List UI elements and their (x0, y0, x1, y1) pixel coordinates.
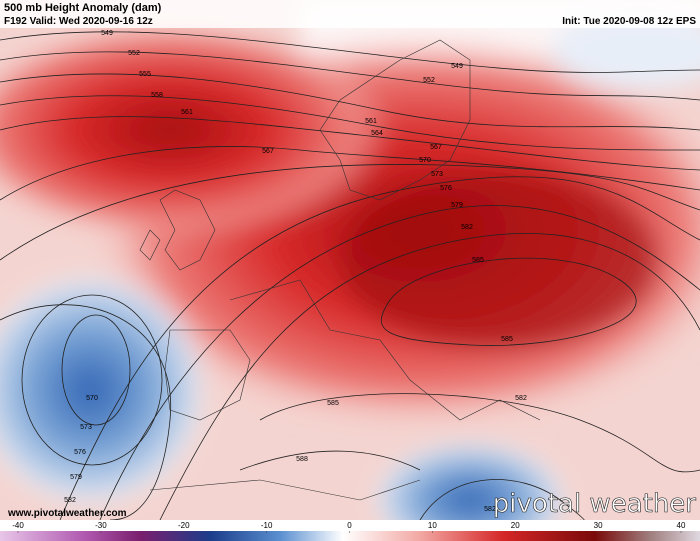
contour-label: 555 (139, 71, 151, 78)
contour-label: 582 (64, 497, 76, 504)
contour-label: 582 (484, 506, 496, 513)
contour-label: 567 (262, 148, 274, 155)
colorbar-tick-label: 40 (677, 521, 686, 530)
contour-label: 549 (101, 30, 113, 37)
colorbar-tick-label: 0 (347, 521, 352, 530)
colorbar-tick-label: -20 (178, 521, 190, 530)
contour-label: 561 (181, 109, 193, 116)
contour-label: 579 (451, 202, 463, 209)
height-contours (0, 31, 700, 522)
website: www.pivotalweather.com (7, 508, 127, 519)
colorbar (0, 531, 700, 541)
colorbar-tick-label: 30 (594, 521, 603, 530)
contour-label: 570 (419, 157, 431, 164)
contour-label: 558 (151, 92, 163, 99)
contour-label: 585 (472, 257, 484, 264)
contour-label: 573 (431, 171, 443, 178)
contour-label: 582 (515, 395, 527, 402)
contour-label: 585 (327, 400, 339, 407)
contour-label: 570 (86, 395, 98, 402)
valid-time: F192 Valid: Wed 2020-09-16 12z (4, 16, 153, 27)
contour-label: 561 (365, 118, 377, 125)
contour-label: 576 (74, 449, 86, 456)
colorbar-tick-label: 20 (511, 521, 520, 530)
colorbar-tick-label: -30 (95, 521, 107, 530)
colorbar-tick-label: -10 (261, 521, 273, 530)
contour-label: 564 (371, 130, 383, 137)
contour-label: 588 (296, 456, 308, 463)
contour-label: 585 (501, 336, 513, 343)
map-title: 500 mb Height Anomaly (dam) (4, 2, 162, 14)
contour-label: 582 (461, 224, 473, 231)
contour-label: 552 (128, 50, 140, 57)
contour-label: 552 (423, 77, 435, 84)
contour-label: 573 (80, 424, 92, 431)
logo: pivotal weather (493, 489, 696, 519)
header-band (0, 0, 700, 28)
colorbar-tick-label: 10 (428, 521, 437, 530)
contour-label: 579 (70, 474, 82, 481)
contour-label: 567 (430, 144, 442, 151)
init-time: Init: Tue 2020-09-08 12z EPS (562, 16, 696, 27)
colorbar-tick-label: -40 (12, 521, 24, 530)
contour-label: 549 (451, 63, 463, 70)
contour-label: 576 (440, 185, 452, 192)
coastlines (139, 39, 541, 501)
